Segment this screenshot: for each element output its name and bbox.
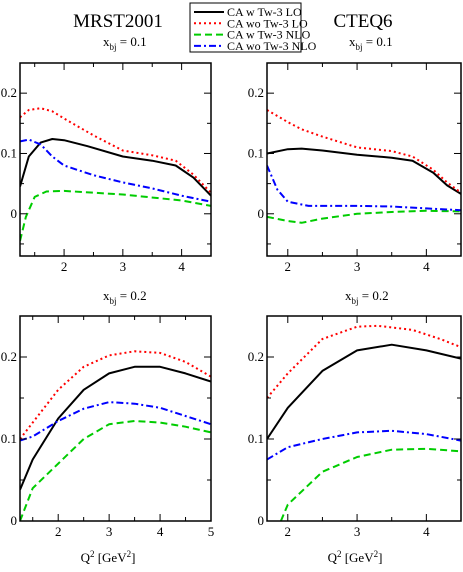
series-group	[267, 109, 461, 224]
x-tick-label: 4	[423, 259, 430, 274]
series-group	[20, 107, 211, 242]
x-tick-label: 3	[120, 259, 127, 274]
y-tick-label: 0.2	[248, 85, 264, 100]
y-tick-label: 0.1	[248, 431, 264, 446]
x-tick-label: 3	[106, 524, 113, 539]
sublabel-bottom-right: xbj = 0.2	[345, 288, 389, 306]
y-tick-label: 0.2	[248, 349, 264, 364]
y-tick-label: 0	[258, 513, 265, 528]
x-axis-label-left: Q2 [GeV2]	[81, 549, 136, 565]
series-line-ca-w-tw-3-lo	[267, 147, 461, 195]
panel-bottom-right: 2 3 4 0 0.1 0.2	[248, 315, 462, 539]
x-tick-label: 2	[285, 259, 292, 274]
series-line-ca-wo-tw-3-nlo	[267, 165, 461, 212]
legend-label: CA wo Tw-3 NLO	[227, 39, 317, 53]
column-title-cteq6: CTEQ6	[333, 11, 392, 32]
plot-frame	[266, 315, 462, 522]
plot-frame	[266, 62, 462, 257]
x-tick-label: 2	[55, 524, 62, 539]
x-tick-label: 2	[61, 259, 68, 274]
y-tick-label: 0	[11, 206, 18, 221]
series-line-ca-wo-tw-3-nlo	[20, 138, 211, 203]
series-line-ca-w-tw-3-lo	[20, 365, 211, 491]
legend-label: CA w Tw-3 NLO	[227, 28, 311, 42]
series-line-ca-w-tw-3-nlo	[267, 209, 461, 224]
sublabel-top-left: xbj = 0.1	[103, 34, 147, 52]
series-group	[267, 324, 461, 521]
series-line-ca-w-tw-3-nlo	[20, 420, 211, 521]
series-line-ca-w-tw-3-lo	[267, 343, 461, 440]
x-tick-label: 4	[178, 259, 185, 274]
series-line-ca-w-tw-3-nlo	[20, 189, 211, 242]
x-tick-label: 4	[423, 524, 430, 539]
x-axis-label-right: Q2 [GeV2]	[328, 549, 383, 565]
y-tick-label: 0.1	[1, 431, 17, 446]
x-tick-label: 3	[354, 524, 361, 539]
panel-top-left: 2 3 4 0 0.1 0.2	[1, 62, 212, 274]
y-tick-label: 0.1	[1, 145, 17, 160]
series-line-ca-w-tw-3-lo	[20, 138, 211, 197]
panel-bottom-left: 2 3 4 5 0 0.1 0.2	[1, 315, 215, 539]
sublabel-bottom-left: xbj = 0.2	[103, 288, 147, 306]
panel-top-right: 2 3 4 0 0.1 0.2	[248, 62, 462, 274]
series-line-ca-wo-tw-3-lo	[267, 324, 461, 399]
y-tick-label: 0.2	[1, 85, 17, 100]
legend-label: CA w Tw-3 LO	[227, 5, 302, 19]
series-line-ca-wo-tw-3-nlo	[20, 401, 211, 442]
y-tick-label: 0.1	[248, 145, 264, 160]
y-tick-label: 0.2	[1, 349, 17, 364]
x-tick-label: 2	[285, 524, 292, 539]
legend-label: CA wo Tw-3 LO	[227, 16, 308, 30]
x-tick-label: 3	[354, 259, 361, 274]
x-tick-label: 5	[208, 524, 215, 539]
series-line-ca-wo-tw-3-nlo	[267, 429, 461, 461]
column-title-mrst2001: MRST2001	[73, 11, 163, 32]
y-tick-label: 0	[11, 513, 18, 528]
y-tick-label: 0	[258, 206, 265, 221]
plot-frame	[19, 315, 212, 522]
series-line-ca-w-tw-3-nlo	[279, 447, 461, 521]
x-tick-label: 4	[157, 524, 164, 539]
series-group	[20, 350, 211, 521]
series-line-ca-wo-tw-3-lo	[267, 109, 461, 194]
sublabel-top-right: xbj = 0.1	[349, 34, 393, 52]
plot-frame	[19, 62, 212, 257]
panels: 2 3 4 0 0.1 0.2 2 3 4 0 0.1 0.2 2 3 4 5 0 0.1 0.2 2 3 4 0 0.1 0.…	[1, 62, 462, 539]
